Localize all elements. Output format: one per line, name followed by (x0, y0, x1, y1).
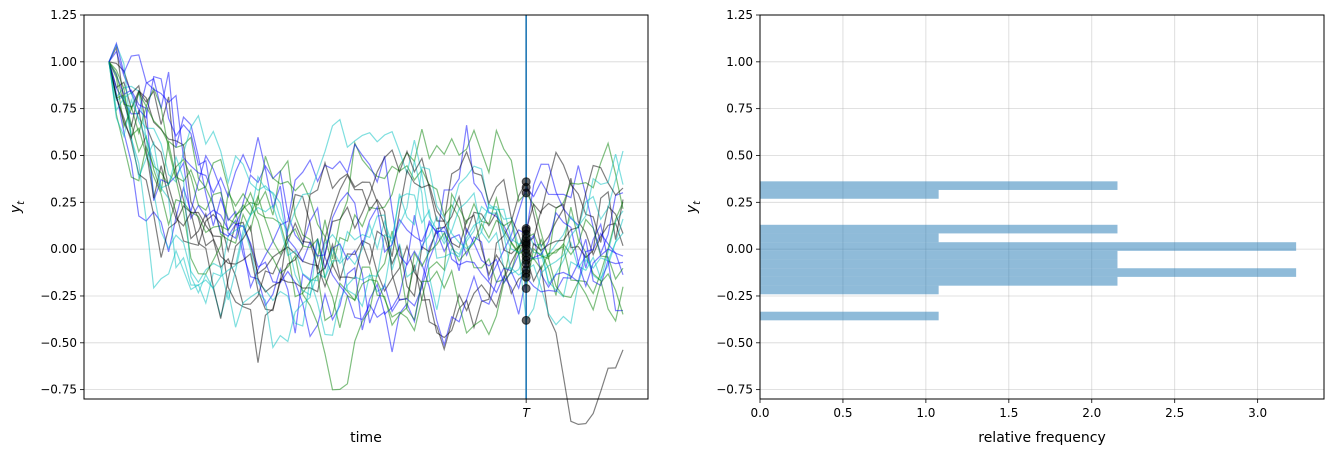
left-y-axis-label: yt (8, 200, 27, 214)
time-series-axes: −0.75−0.50−0.250.000.250.500.751.001.25 … (8, 8, 649, 446)
right-x-tick-label: 2.5 (1165, 406, 1184, 420)
simulated-paths (108, 41, 624, 426)
histogram-bar (760, 242, 1297, 251)
left-y-tick-label: 0.25 (50, 195, 77, 209)
left-x-tick-label-T: T (522, 406, 531, 420)
left-x-ticks: T (522, 399, 531, 420)
right-y-tick-label: 0.25 (726, 195, 753, 209)
right-x-tick-label: 0.0 (750, 406, 769, 420)
right-y-tick-label: 1.25 (726, 8, 753, 22)
histogram-bar (760, 250, 1118, 260)
simulated-path (108, 61, 624, 275)
histogram-bars (760, 181, 1297, 321)
terminal-marker (521, 283, 531, 293)
simulated-path (108, 61, 624, 391)
right-x-tick-label: 2.0 (1082, 406, 1101, 420)
simulated-path (108, 61, 624, 336)
histogram-bar (760, 233, 939, 243)
left-axes-frame (83, 14, 649, 400)
right-x-axis-label: relative frequency (978, 430, 1105, 446)
histogram-bar (760, 268, 1297, 277)
left-y-tick-label: −0.50 (40, 336, 77, 350)
simulated-path (108, 61, 624, 363)
right-x-tick-label: 1.5 (999, 406, 1018, 420)
histogram-bar (760, 276, 1118, 286)
histogram-bar (760, 181, 1118, 190)
histogram-bar (760, 259, 1118, 269)
left-y-ticks: −0.75 −0.50 −0.25 0.00 0.25 0.50 0.75 1.00 1.25 (40, 8, 84, 397)
simulated-path (108, 61, 624, 328)
simulated-path (108, 61, 624, 339)
left-y-tick-label: 0.75 (50, 102, 77, 116)
histogram-bar (760, 311, 939, 321)
histogram-bar (760, 224, 1118, 234)
left-x-axis-label: time (350, 430, 382, 446)
left-y-tick-label: −0.75 (40, 383, 77, 397)
simulated-path (108, 61, 624, 319)
left-y-tick-label: 1.00 (50, 55, 77, 69)
simulated-path (108, 61, 624, 333)
left-y-tick-label: 0.00 (50, 242, 77, 256)
histogram-bar (760, 285, 939, 295)
right-y-tick-label: 0.00 (726, 242, 753, 256)
right-y-ticks: −0.75 −0.50 −0.25 0.00 0.25 0.50 0.75 1.00 1.25 (716, 8, 760, 397)
right-grid (759, 14, 1324, 399)
right-x-ticks: 0.0 0.5 1.0 1.5 2.0 2.5 3.0 (750, 399, 1267, 420)
simulated-path (108, 61, 624, 269)
terminal-value-markers (521, 177, 531, 325)
right-y-axis-label: yt (684, 200, 703, 214)
histogram-bar (760, 189, 939, 199)
right-y-tick-label: 0.50 (726, 148, 753, 162)
simulated-path (108, 61, 624, 348)
simulated-path (108, 61, 624, 352)
histogram-axes: −0.75−0.50−0.250.000.250.500.751.001.25 … (684, 8, 1325, 446)
right-y-tick-label: −0.50 (716, 336, 753, 350)
simulated-path (108, 45, 624, 426)
terminal-marker (521, 315, 531, 325)
right-y-tick-label: −0.75 (716, 383, 753, 397)
terminal-marker (521, 188, 531, 198)
left-y-tick-label: 1.25 (50, 8, 77, 22)
right-x-tick-label: 3.0 (1248, 406, 1267, 420)
left-y-tick-label: −0.25 (40, 289, 77, 303)
simulated-path (108, 50, 624, 338)
right-y-tick-label: 1.00 (726, 55, 753, 69)
right-x-tick-label: 0.5 (833, 406, 852, 420)
right-y-tick-label: 0.75 (726, 102, 753, 116)
right-x-tick-label: 1.0 (916, 406, 935, 420)
right-axes-frame (759, 14, 1325, 400)
terminal-marker (521, 272, 531, 282)
left-y-tick-label: 0.50 (50, 148, 77, 162)
simulated-path (108, 61, 624, 323)
right-y-tick-label: −0.25 (716, 289, 753, 303)
